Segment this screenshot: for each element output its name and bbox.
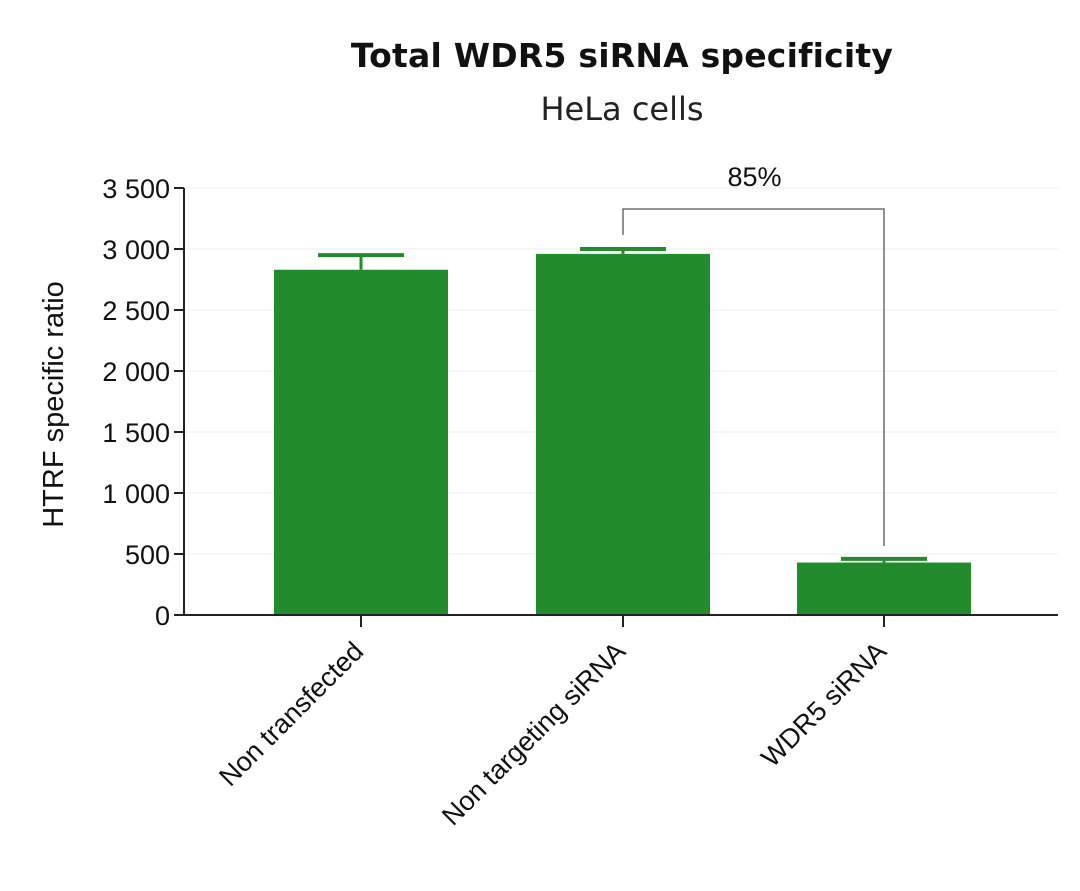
y-tick-label: 2 000: [102, 357, 170, 387]
bar: [536, 253, 710, 615]
y-tick-label: 1 500: [102, 418, 170, 448]
chart-title: Total WDR5 siRNA specificity: [350, 36, 894, 75]
y-tick-label: 1 000: [102, 479, 170, 509]
bar: [274, 269, 448, 615]
x-tick-label: Non targeting siRNA: [436, 636, 631, 831]
bar: [797, 562, 971, 615]
y-tick-label: 3 500: [102, 174, 170, 204]
y-tick-label: 500: [125, 540, 170, 570]
chart-subtitle: HeLa cells: [540, 90, 704, 128]
annotations: 85%: [622, 162, 885, 546]
y-axis-label: HTRF specific ratio: [38, 281, 70, 528]
x-tick-label: WDR5 siRNA: [755, 636, 892, 773]
y-tick-label: 0: [155, 601, 170, 631]
bars: [274, 247, 971, 615]
significance-bracket: [622, 208, 885, 546]
x-tick-label: Non transfected: [213, 636, 369, 792]
significance-label: 85%: [727, 162, 781, 192]
y-tick-label: 3 000: [102, 235, 170, 265]
y-tick-label: 2 500: [102, 296, 170, 326]
